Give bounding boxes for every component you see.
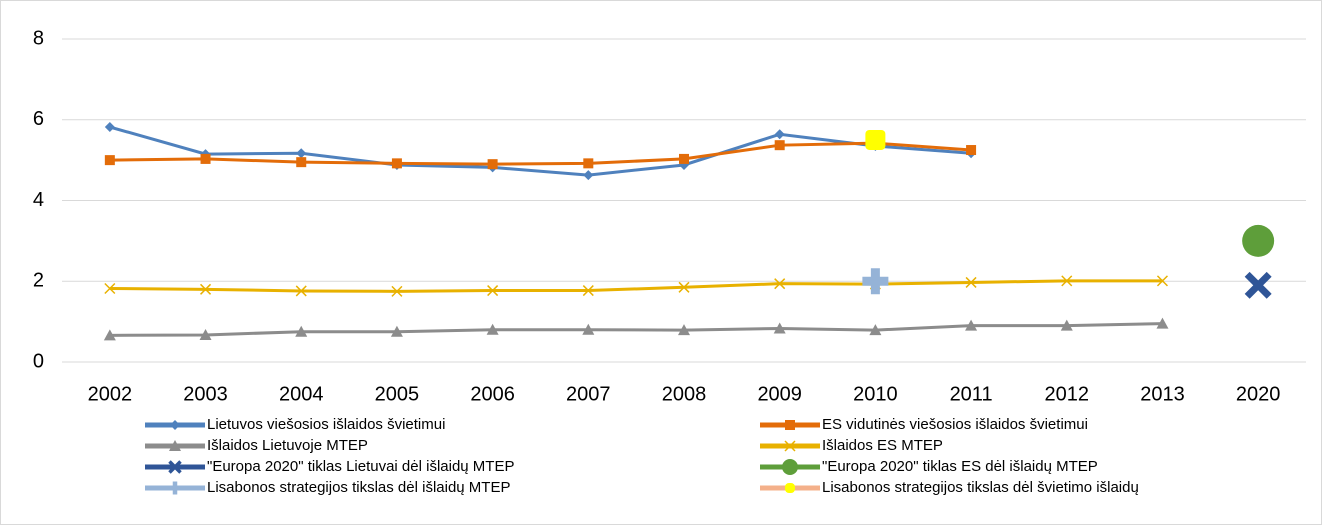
data-point	[391, 285, 403, 297]
x-tick-label: 2006	[470, 383, 515, 405]
data-point	[774, 129, 785, 140]
legend-label: Lisabonos strategijos tikslas dėl švieti…	[822, 479, 1139, 496]
data-point	[583, 158, 594, 169]
data-point	[1156, 317, 1169, 329]
data-point	[862, 268, 889, 295]
data-point	[582, 323, 595, 335]
data-point	[199, 328, 212, 340]
legend-marker	[168, 460, 182, 474]
data-point	[678, 324, 690, 336]
x-tick-label: 2002	[88, 383, 133, 405]
legend-marker	[170, 420, 180, 430]
data-point	[295, 285, 307, 297]
data-point	[391, 158, 402, 169]
x-tick-label: 2009	[757, 383, 802, 405]
legend-label: Lisabonos strategijos tikslas dėl išlaid…	[207, 479, 510, 496]
data-point	[104, 282, 116, 295]
legend-label: ES vidutinės viešosios išlaidos švietimu…	[822, 416, 1088, 433]
legend-marker	[782, 459, 798, 475]
x-tick-label: 2005	[375, 383, 420, 405]
legend-label: "Europa 2020" tiklas ES dėl išlaidų MTEP	[822, 458, 1098, 475]
x-tick-label: 2003	[183, 383, 228, 405]
data-point	[774, 140, 785, 151]
data-point	[200, 283, 212, 295]
data-point	[865, 129, 886, 150]
y-tick-label: 2	[33, 270, 44, 292]
data-point	[486, 323, 499, 335]
y-tick-label: 4	[33, 189, 44, 211]
data-point	[1242, 224, 1275, 257]
data-point	[1061, 275, 1073, 287]
x-tick-label: 2007	[566, 383, 611, 405]
legend-marker	[169, 440, 181, 451]
data-point	[679, 153, 689, 164]
data-point	[869, 324, 882, 336]
data-point	[390, 325, 403, 337]
data-point	[583, 170, 594, 181]
x-tick-label: 2004	[279, 383, 324, 405]
data-point	[296, 157, 307, 168]
legend-marker	[785, 420, 795, 430]
data-point	[487, 285, 499, 297]
x-tick-label: 2008	[662, 383, 707, 405]
data-point	[966, 145, 977, 156]
data-point	[487, 159, 498, 170]
data-point	[200, 153, 211, 164]
series-line	[109, 141, 972, 166]
data-point	[103, 329, 116, 341]
legend-marker	[785, 483, 795, 493]
y-tick-label: 6	[33, 108, 44, 130]
x-tick-label: 2011	[950, 383, 993, 405]
data-point	[582, 285, 594, 297]
y-tick-label: 8	[33, 27, 44, 49]
data-point	[1060, 319, 1073, 331]
legend-label: Lietuvos viešosios išlaidos švietimui	[207, 416, 445, 433]
legend-label: Išlaidos ES MTEP	[822, 437, 943, 454]
series-line	[109, 322, 1163, 337]
data-point	[773, 322, 786, 334]
legend-marker	[168, 481, 182, 495]
data-point	[104, 155, 115, 166]
legend-label: "Europa 2020" tiklas Lietuvai dėl išlaid…	[207, 458, 514, 475]
x-tick-label: 2013	[1140, 383, 1185, 405]
x-tick-label: 2020	[1236, 383, 1281, 405]
data-point	[1156, 275, 1168, 287]
data-point	[1244, 271, 1272, 299]
data-point	[104, 122, 115, 133]
legend-label: Išlaidos Lietuvoje MTEP	[207, 437, 368, 454]
series-line	[109, 279, 1163, 293]
legend-marker	[784, 440, 796, 452]
data-point	[678, 281, 690, 293]
series-line	[109, 125, 972, 177]
x-tick-label: 2012	[1045, 383, 1090, 405]
data-point	[295, 325, 308, 337]
y-tick-label: 0	[33, 350, 44, 372]
data-point	[965, 319, 978, 331]
data-point	[965, 276, 977, 288]
data-point	[774, 278, 786, 290]
x-tick-label: 2010	[853, 383, 898, 405]
data-point	[296, 148, 307, 159]
